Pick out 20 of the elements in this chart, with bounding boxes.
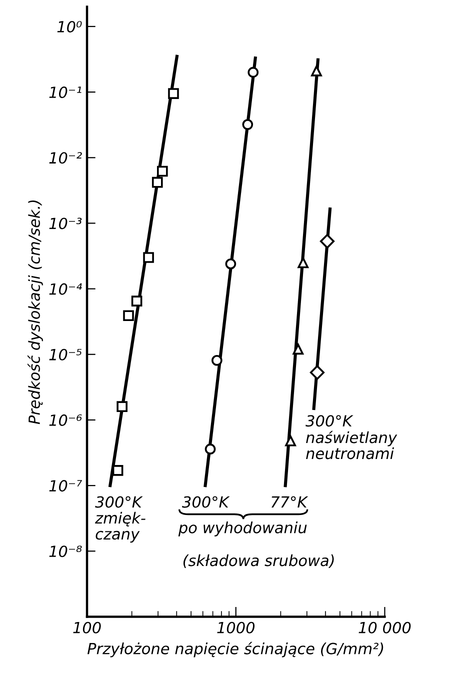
y-tick-label: 10⁰: [57, 20, 82, 33]
y-tick-label: 10⁻²: [49, 152, 82, 164]
y-tick-label: 10⁻⁵: [49, 348, 82, 360]
y-tick-label: 10⁻⁶: [49, 414, 82, 426]
x-axis-title: Przyłożone napięcie ścinające (G/mm²): [87, 642, 384, 658]
annotation: 77°K: [272, 496, 308, 508]
y-tick-label: 10⁻¹: [49, 86, 82, 98]
annotation: 300°K zmięk- czany: [95, 496, 146, 543]
annotation: 300°K: [182, 496, 230, 508]
y-tick-label: 10⁻⁷: [49, 480, 82, 492]
y-axis-title: Prędkość dyslokacji (cm/sek.): [28, 200, 43, 424]
annotation: 300°K naświetlany neutronami: [306, 415, 398, 460]
x-tick-label: 10 000: [358, 622, 411, 634]
y-tick-label: 10⁻⁸: [49, 546, 82, 558]
annotation: po wyhodowaniu: [178, 522, 307, 536]
annotation: (składowa srubowa): [183, 554, 334, 568]
y-tick-label: 10⁻⁴: [49, 283, 82, 295]
y-tick-label: 10⁻³: [49, 218, 82, 230]
x-tick-label: 100: [73, 622, 101, 634]
x-tick-label: 1000: [217, 622, 255, 634]
